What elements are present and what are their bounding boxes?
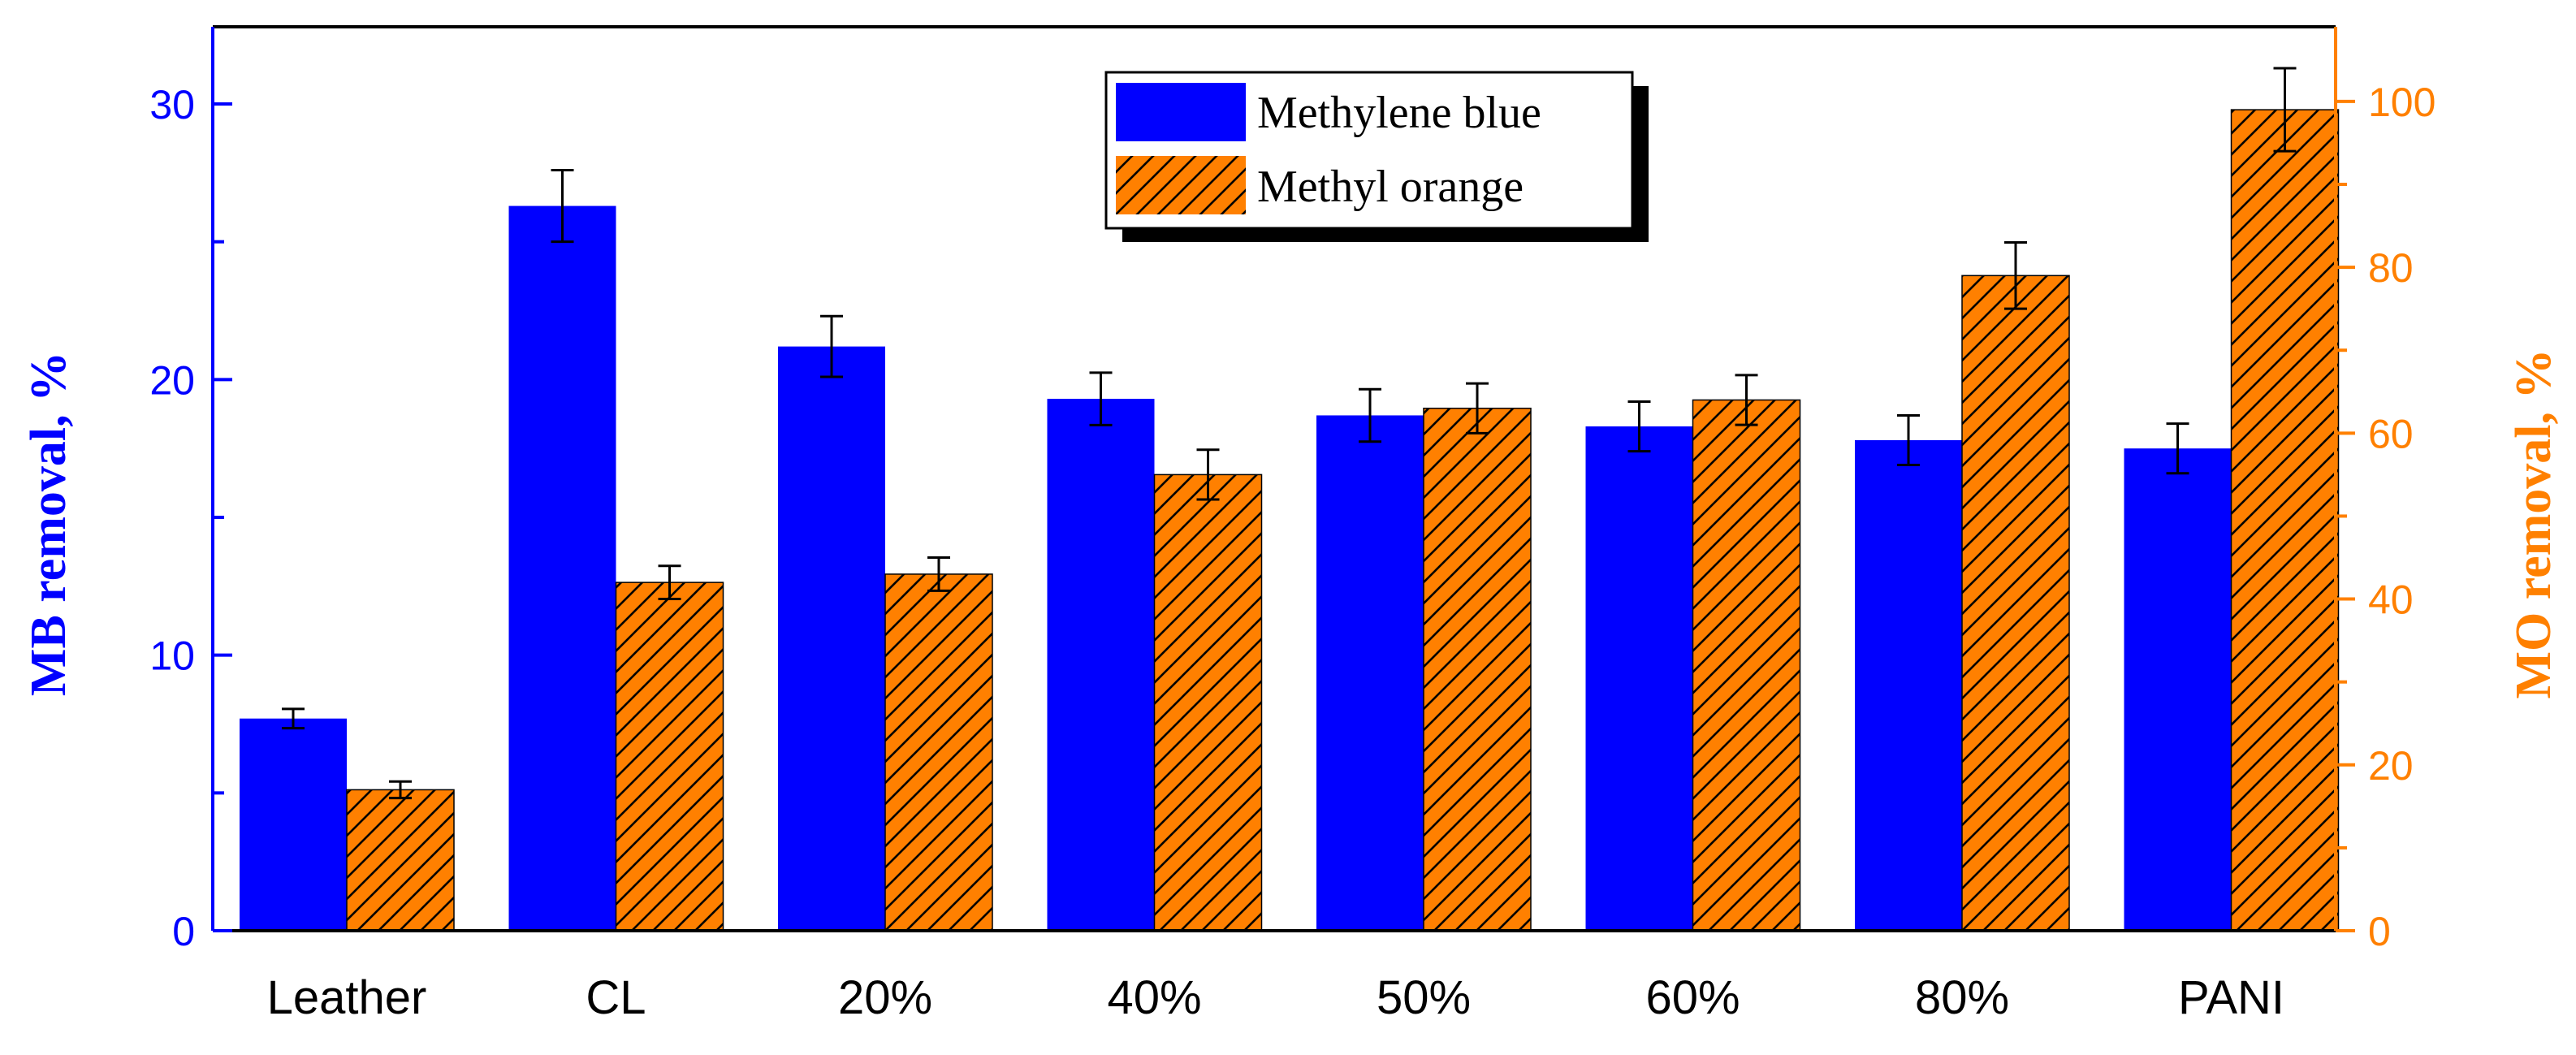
category-label-leather: Leather xyxy=(267,971,427,1024)
right-tick-label: 20 xyxy=(2368,743,2414,789)
legend-label-methyl-orange: Methyl orange xyxy=(1257,162,1524,212)
error-bar-methylene-blue-cl xyxy=(551,168,574,244)
legend-label-methylene-blue: Methylene blue xyxy=(1257,88,1541,138)
error-bar-methyl-orange-leather xyxy=(389,780,412,800)
bar-methyl-orange-cl xyxy=(615,582,724,932)
error-bar-methyl-orange-50pct xyxy=(1466,382,1489,435)
right-tick-label: 40 xyxy=(2368,577,2414,623)
right-tick-label: 80 xyxy=(2368,245,2414,291)
bar-methylene-blue-40pct xyxy=(1047,399,1155,932)
bar-methylene-blue-20pct xyxy=(778,346,885,931)
category-label-80pct: 80% xyxy=(1915,971,2009,1024)
bar-methyl-orange-leather xyxy=(346,789,455,932)
right-axis-title: MO removal, % xyxy=(2506,348,2561,698)
bar-methylene-blue-80pct xyxy=(1855,439,1962,931)
error-bar-methyl-orange-pani xyxy=(2273,67,2297,153)
bar-methylene-blue-leather xyxy=(240,718,347,931)
legend: Methylene blue Methyl orange xyxy=(1104,71,1649,242)
left-tick-label: 0 xyxy=(172,909,195,954)
category-label-40pct: 40% xyxy=(1107,971,1201,1024)
bar-methyl-orange-40pct xyxy=(1153,473,1263,932)
bar-methyl-orange-80pct xyxy=(1961,275,2070,932)
legend-swatch-methyl-orange xyxy=(1116,156,1246,214)
bar-methyl-orange-60pct xyxy=(1692,399,1801,932)
error-bar-methylene-blue-80pct xyxy=(1897,413,1920,467)
right-tick-label: 60 xyxy=(2368,411,2414,456)
bar-methyl-orange-20pct xyxy=(884,573,993,932)
left-tick-label: 20 xyxy=(149,357,195,403)
error-bar-methylene-blue-20pct xyxy=(820,314,843,378)
error-bar-methyl-orange-20pct xyxy=(927,556,950,592)
error-bar-methyl-orange-60pct xyxy=(1735,374,1758,426)
bar-methylene-blue-pani xyxy=(2124,448,2232,931)
category-label-cl: CL xyxy=(586,971,646,1024)
bar-methylene-blue-cl xyxy=(508,205,616,931)
legend-swatch-methylene-blue xyxy=(1116,83,1246,141)
bar-methylene-blue-60pct xyxy=(1585,426,1693,931)
category-label-50pct: 50% xyxy=(1377,971,1471,1024)
right-tick-label: 100 xyxy=(2368,80,2436,125)
category-label-pani: PANI xyxy=(2178,971,2284,1024)
category-label-60pct: 60% xyxy=(1645,971,1740,1024)
left-tick-label: 30 xyxy=(149,82,195,128)
bar-methyl-orange-50pct xyxy=(1423,407,1532,932)
error-bar-methyl-orange-80pct xyxy=(2004,240,2027,310)
right-tick-label: 0 xyxy=(2368,909,2391,954)
bar-methylene-blue-50pct xyxy=(1316,415,1424,932)
error-bar-methylene-blue-60pct xyxy=(1627,400,1651,453)
left-axis-title: MB removal, % xyxy=(21,352,76,696)
error-bar-methylene-blue-40pct xyxy=(1089,371,1113,426)
error-bar-methylene-blue-pani xyxy=(2166,422,2189,475)
error-bar-methyl-orange-40pct xyxy=(1196,448,1220,501)
error-bar-methyl-orange-cl xyxy=(658,564,681,601)
error-bar-methylene-blue-leather xyxy=(282,707,305,730)
category-label-20pct: 20% xyxy=(838,971,932,1024)
error-bar-methylene-blue-50pct xyxy=(1359,387,1381,443)
bar-methyl-orange-pani xyxy=(2230,109,2340,932)
left-tick-label: 10 xyxy=(149,633,195,679)
